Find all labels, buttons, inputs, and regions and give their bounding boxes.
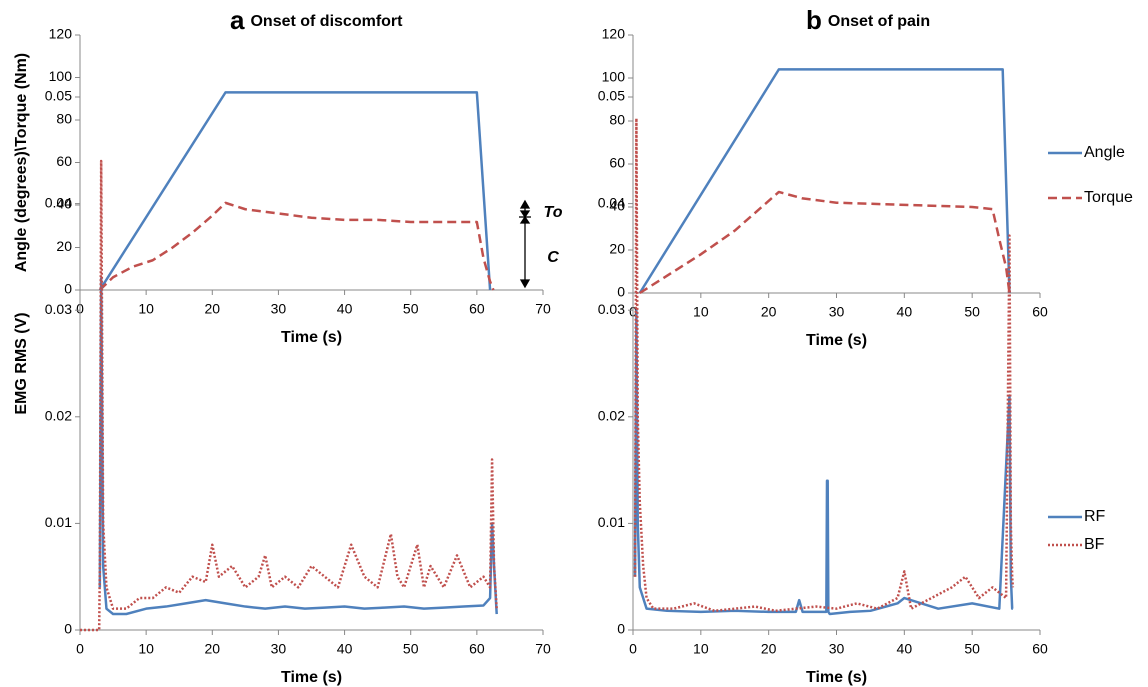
arrowhead (519, 210, 531, 219)
arrowhead (519, 199, 531, 209)
y-tick-label: 100 (602, 69, 626, 85)
panel-label: a (230, 5, 245, 35)
y-tick-label: 40 (609, 198, 625, 214)
y-tick-label: 20 (609, 241, 625, 257)
x-tick-label: 50 (403, 301, 419, 317)
y-tick-label: 120 (49, 26, 73, 42)
x-tick-label: 30 (829, 304, 845, 320)
y-tick-label: 0 (64, 281, 72, 297)
y-tick-label: 0.02 (45, 408, 72, 424)
x-axis-label: Time (s) (281, 669, 342, 686)
x-tick-label: 30 (271, 301, 287, 317)
panel-title: Onset of pain (828, 13, 930, 30)
x-tick-label: 10 (693, 304, 709, 320)
series-line (98, 276, 498, 616)
x-tick-label: 40 (337, 641, 353, 657)
annotation: To (544, 204, 563, 221)
y-tick-label: 0 (617, 284, 625, 300)
y-tick-label: 0.02 (598, 408, 625, 424)
y-tick-label: 120 (602, 26, 626, 42)
y-tick-label: 0.05 (45, 88, 72, 104)
y-tick-label: 80 (609, 112, 625, 128)
series-line (638, 68, 1011, 294)
panel-label: b (806, 5, 822, 35)
series-line (98, 91, 492, 291)
x-tick-label: 70 (535, 641, 551, 657)
x-tick-label: 10 (138, 641, 154, 657)
y-tick-label: 0.03 (598, 301, 625, 317)
x-tick-label: 60 (469, 641, 485, 657)
y-tick-label: 100 (49, 68, 73, 84)
x-tick-label: 10 (138, 301, 154, 317)
x-tick-label: 60 (469, 301, 485, 317)
x-tick-label: 30 (271, 641, 287, 657)
y-tick-label: 60 (56, 153, 72, 169)
legend-label: Angle (1084, 144, 1125, 161)
arrowhead (519, 279, 531, 289)
x-tick-label: 0 (76, 641, 84, 657)
x-axis-label: Time (s) (281, 329, 342, 346)
x-axis-label: Time (s) (806, 669, 867, 686)
x-tick-label: 0 (629, 641, 637, 657)
x-tick-label: 10 (693, 641, 709, 657)
x-tick-label: 40 (897, 641, 913, 657)
y-tick-label: 0.03 (45, 301, 72, 317)
y-tick-label: 40 (56, 196, 72, 212)
y-axis-label: EMG RMS (V) (13, 312, 30, 414)
y-tick-label: 60 (609, 155, 625, 171)
annotation: C (547, 249, 559, 266)
x-axis-label: Time (s) (806, 332, 867, 349)
y-tick-label: 0.05 (598, 88, 625, 104)
legend-label: RF (1084, 508, 1106, 525)
y-tick-label: 0.04 (45, 194, 72, 210)
arrowhead (519, 215, 531, 224)
x-tick-label: 20 (204, 641, 220, 657)
series-line (633, 117, 1015, 613)
y-tick-label: 80 (56, 111, 72, 127)
series-line (98, 201, 495, 291)
y-tick-label: 0.01 (45, 514, 72, 530)
x-tick-label: 30 (829, 641, 845, 657)
y-tick-label: 20 (56, 238, 72, 254)
y-tick-label: 0.01 (598, 514, 625, 530)
x-tick-label: 50 (964, 641, 980, 657)
x-tick-label: 40 (897, 304, 913, 320)
x-tick-label: 60 (1032, 304, 1048, 320)
annotation-arrows (519, 199, 531, 289)
x-tick-label: 40 (337, 301, 353, 317)
y-tick-label: 0.04 (598, 194, 625, 210)
panel-title: Onset of discomfort (250, 13, 403, 30)
x-tick-label: 50 (403, 641, 419, 657)
legend-label: Torque (1084, 189, 1133, 206)
chart-title: a Onset of discomfort (230, 5, 403, 35)
y-tick-label: 0 (64, 621, 72, 637)
x-tick-label: 20 (761, 304, 777, 320)
series-line (639, 190, 1011, 295)
y-tick-label: 0 (617, 621, 625, 637)
x-tick-label: 20 (204, 301, 220, 317)
y-axis-label: Angle (degrees)\Torque (Nm) (13, 53, 30, 272)
series-line (633, 308, 1014, 616)
series-line (80, 159, 498, 632)
x-tick-label: 60 (1032, 641, 1048, 657)
x-tick-label: 70 (535, 301, 551, 317)
x-tick-label: 50 (964, 304, 980, 320)
chart-title: b Onset of pain (806, 5, 930, 35)
legend-label: BF (1084, 536, 1105, 553)
x-tick-label: 20 (761, 641, 777, 657)
